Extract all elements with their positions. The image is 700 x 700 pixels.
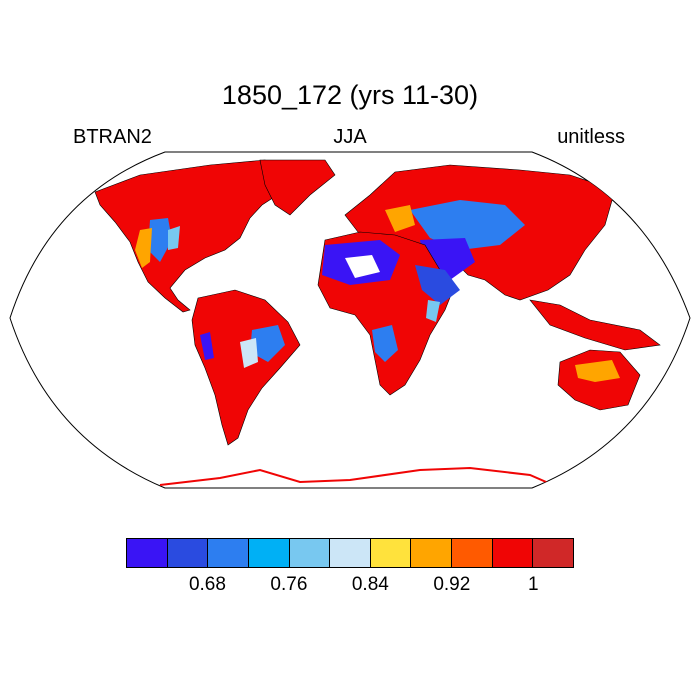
east-africa-light-patch <box>426 300 440 322</box>
colorbar-swatch <box>533 539 574 567</box>
units-label: unitless <box>557 126 625 148</box>
antarctica-coast <box>159 466 561 488</box>
andes-dry-patch <box>200 332 214 360</box>
ne-brazil-light-patch <box>240 338 258 368</box>
colorbar-swatch <box>330 539 371 567</box>
namibia-dry-patch <box>372 325 398 362</box>
colorbar-swatch <box>452 539 493 567</box>
colorbar-tick-label: 0.84 <box>351 574 389 595</box>
colorbar-swatch <box>127 539 168 567</box>
ne-brazil-dry-patch <box>250 325 285 362</box>
colorbar-tick-label: 1 <box>527 574 539 595</box>
colorbar-swatch <box>492 539 534 567</box>
colorbar-swatch <box>167 539 209 567</box>
west-us-moderate-patch <box>135 228 152 268</box>
new-zealand-land <box>651 399 666 421</box>
asia-moderate-patch <box>385 205 415 232</box>
colorbar-tick-label: 0.68 <box>188 574 226 595</box>
sahara-white-patch <box>345 255 380 278</box>
arabia-dry-patch <box>415 265 460 305</box>
variable-label: BTRAN2 <box>73 126 152 148</box>
australia-moderate-patch <box>575 360 620 382</box>
season-label: JJA <box>333 126 367 148</box>
west-us-dry-patch <box>148 218 172 262</box>
colorbar-tick-label: 0.92 <box>433 574 471 595</box>
colorbar-swatch <box>411 539 453 567</box>
colorbar-swatch <box>370 539 412 567</box>
plot-title: 1850_172 (yrs 11-30) <box>221 80 479 110</box>
colorbar-swatch <box>208 539 249 567</box>
greenland-land <box>259 159 336 216</box>
colorbar-swatch <box>248 539 290 567</box>
colorbar-swatch <box>289 539 331 567</box>
west-us-light-patch <box>168 226 180 250</box>
southeast-asia-land <box>529 299 661 351</box>
colorbar <box>126 538 574 568</box>
central-asia-dry-patch <box>410 200 525 250</box>
colorbar-tick-label: 0.76 <box>270 574 308 595</box>
